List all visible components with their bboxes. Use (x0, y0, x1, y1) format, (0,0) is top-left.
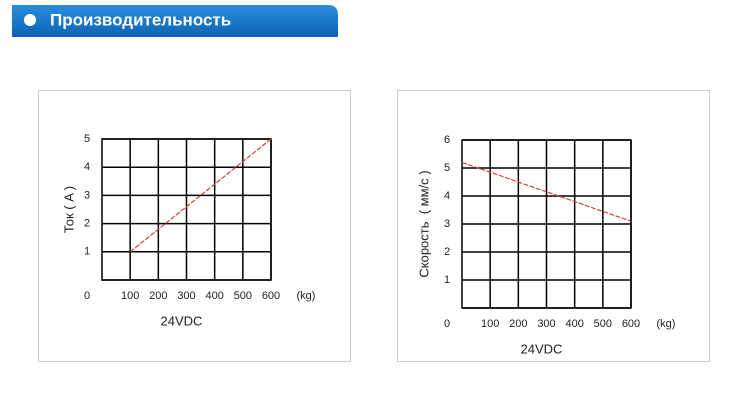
x-unit-label: (kg) (297, 290, 316, 302)
x-tick-label: 600 (262, 290, 280, 302)
y-axis-label: Скорость ( мм/с ) (416, 170, 431, 277)
y-tick-label: 5 (84, 133, 90, 145)
y-tick-label: 2 (84, 218, 90, 230)
data-line (129, 138, 272, 253)
x-tick-label: 100 (481, 318, 499, 330)
y-tick-label: 3 (84, 189, 90, 201)
y-tick-label: 1 (444, 274, 450, 286)
header-bullet (24, 14, 36, 26)
x-tick-label: 200 (509, 318, 527, 330)
x-tick-label: 500 (234, 290, 252, 302)
x-tick-label: 400 (205, 290, 223, 302)
x-tick-label: 500 (594, 318, 612, 330)
x-tick-label: 300 (537, 318, 555, 330)
x-tick-label: 100 (121, 290, 139, 302)
x-unit-label: (kg) (657, 318, 676, 330)
y-tick-label: 3 (444, 218, 450, 230)
x-tick-label: 300 (177, 290, 195, 302)
y-tick-label: 0 (84, 290, 90, 302)
x-axis-label: 24VDC (521, 341, 563, 356)
y-tick-label: 5 (444, 162, 450, 174)
y-tick-label: 1 (84, 246, 90, 258)
y-axis-label: Ток ( A ) (61, 186, 76, 233)
data-line (461, 161, 632, 222)
y-tick-label: 4 (84, 161, 90, 173)
chart-frame (38, 90, 351, 362)
y-tick-label: 2 (444, 246, 450, 258)
x-tick-label: 400 (565, 318, 583, 330)
x-tick-label: 600 (622, 318, 640, 330)
y-tick-label: 6 (444, 134, 450, 146)
x-tick-label: 200 (149, 290, 167, 302)
x-axis-label: 24VDC (161, 313, 203, 328)
header-title: Производительность (50, 10, 231, 29)
chart-frame (397, 90, 710, 362)
y-tick-label: 4 (444, 190, 450, 202)
y-tick-label: 0 (444, 318, 450, 330)
header-bar (12, 5, 338, 37)
